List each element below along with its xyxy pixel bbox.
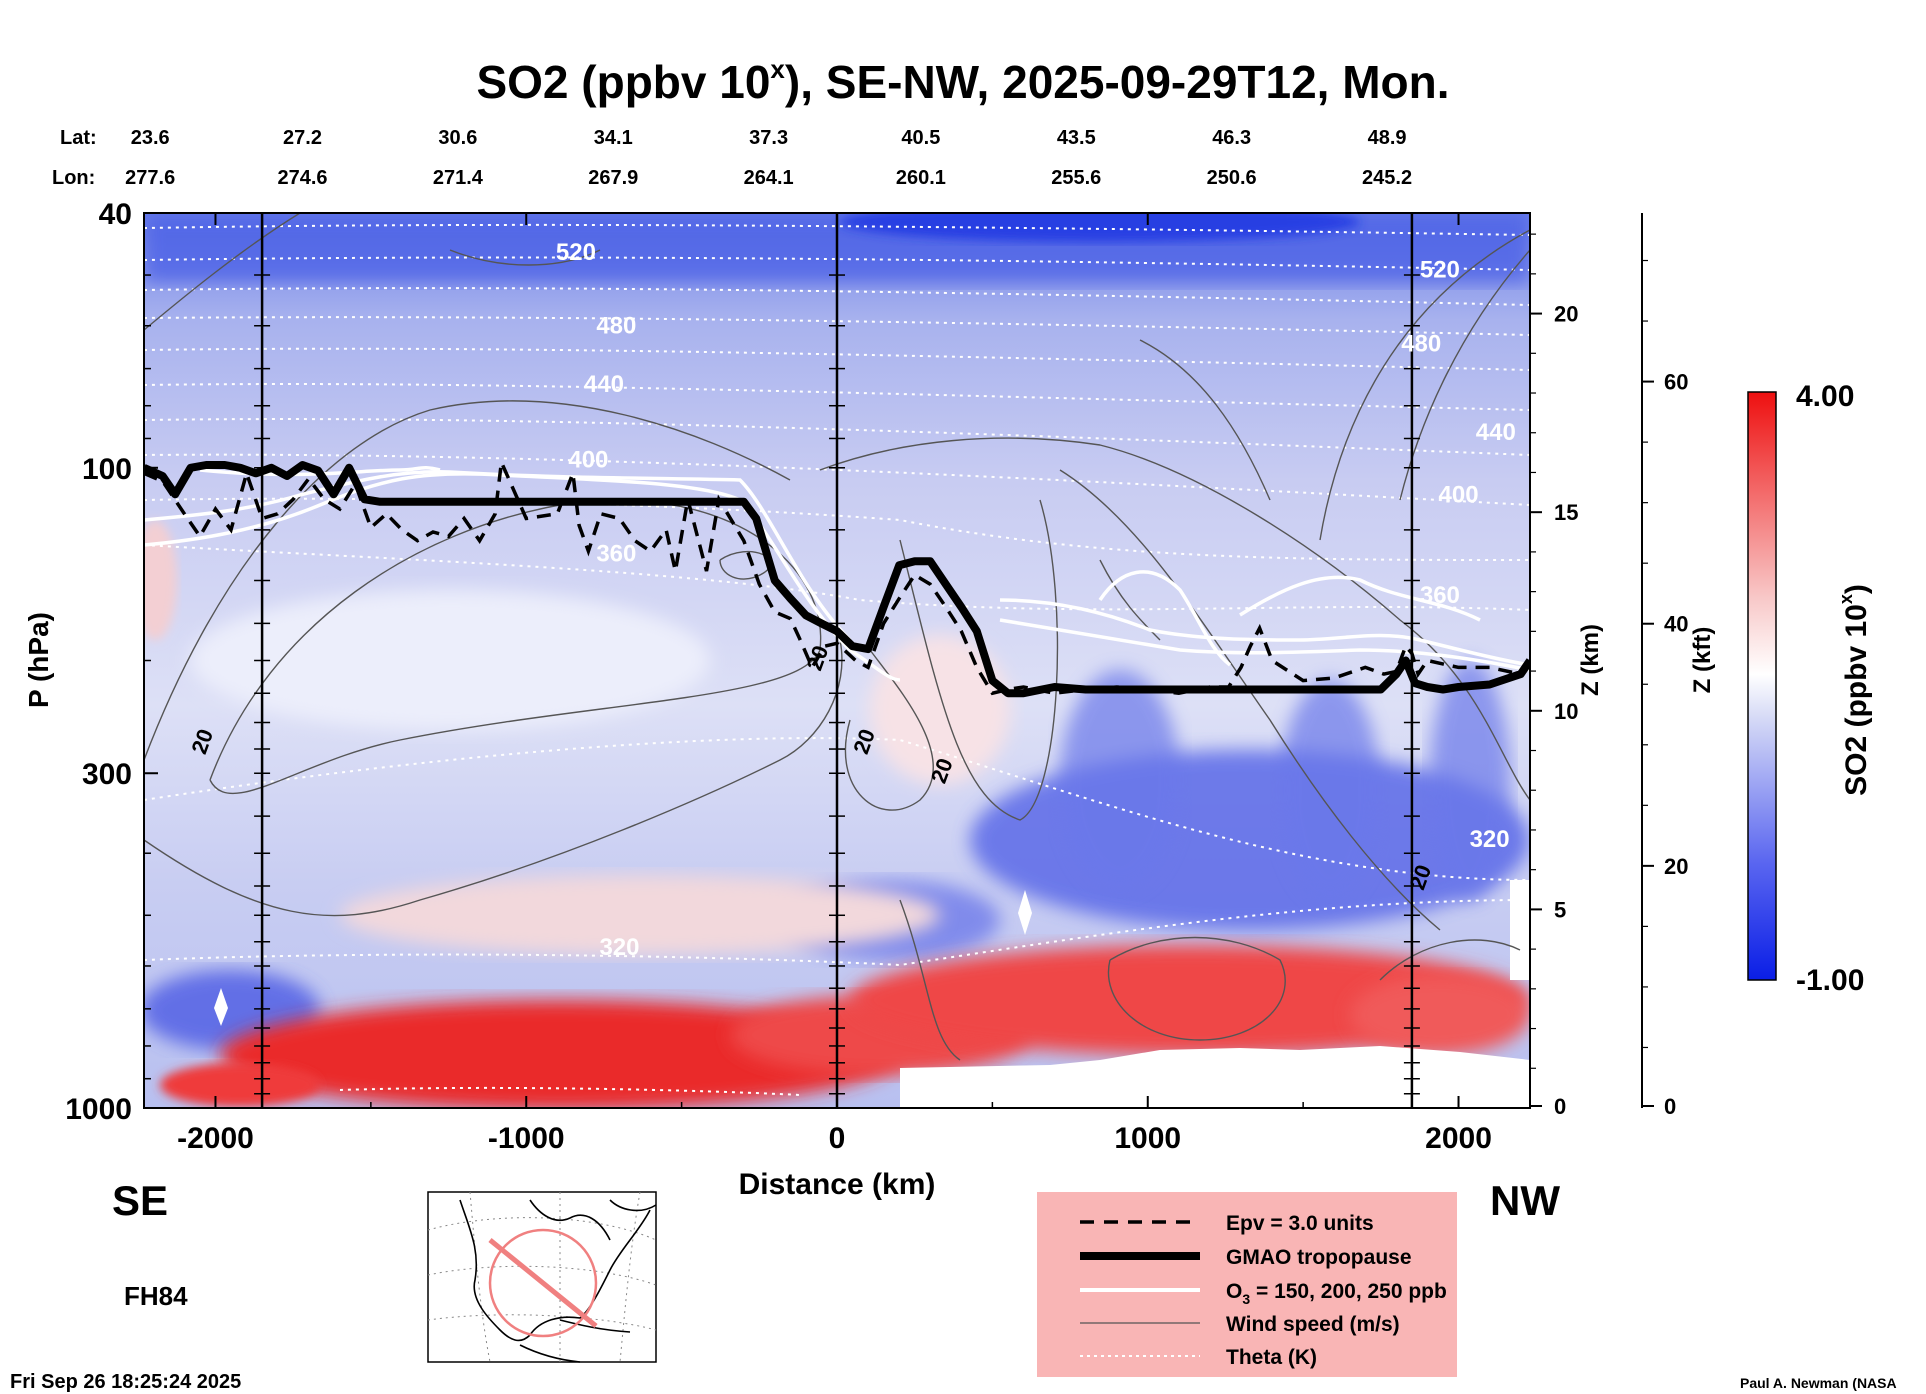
lon-value: 250.6 [1207,167,1257,189]
inset-map [427,1191,657,1363]
lon-value: 264.1 [744,167,794,189]
lat-header-label: Lat: [60,127,97,149]
theta-label: 360 [1420,582,1460,609]
y-tick-label: 1000 [65,1093,132,1126]
z-km-tick-label: 20 [1554,302,1578,327]
x-tick-label: -1000 [488,1122,565,1155]
lat-value: 27.2 [283,127,322,149]
z-km-tick-label: 10 [1554,699,1578,724]
lon-value: 267.9 [588,167,638,189]
lat-value: 23.6 [131,127,170,149]
legend-gmao: GMAO tropopause [1226,1246,1412,1269]
theta-label: 520 [1420,256,1460,283]
epv-tropopause-line [144,455,1530,696]
y-tick-label: 300 [82,758,132,791]
legend-theta: Theta (K) [1226,1346,1317,1369]
z-kft-tick-label: 0 [1664,1094,1676,1119]
legend: Epv = 3.0 units GMAO tropopause O3 = 150… [1037,1192,1457,1377]
z-km-axis-label: Z (km) [1577,624,1604,696]
z-km-tick-label: 15 [1554,500,1578,525]
legend-epv: Epv = 3.0 units [1226,1212,1374,1235]
lat-value: 46.3 [1212,127,1251,149]
theta-label: 400 [568,446,608,473]
lat-value: 40.5 [901,127,940,149]
colorbar [1747,391,1777,981]
lat-value: 48.9 [1368,127,1407,149]
chart-title: SO2 (ppbv 10x), SE-NW, 2025-09-29T12, Mo… [476,54,1449,108]
vertical-marker-lines [254,213,1420,1109]
z-kft-axis-label: Z (kft) [1689,627,1716,694]
z-km-tick-label: 5 [1554,897,1566,922]
x-tick-label: -2000 [177,1122,254,1155]
se-label: SE [112,1177,168,1224]
legend-wind: Wind speed (m/s) [1226,1313,1400,1336]
theta-label: 480 [1401,331,1441,358]
nw-label: NW [1490,1177,1560,1224]
theta-label: 520 [556,239,596,266]
lon-value: 277.6 [125,167,175,189]
y-tick-label: 100 [82,453,132,486]
z-km-tick-label: 0 [1554,1094,1566,1119]
lon-value: 245.2 [1362,167,1412,189]
timestamp: Fri Sep 26 18:25:24 2025 [10,1371,241,1393]
y-axis-label: P (hPa) [23,612,54,708]
lon-value: 274.6 [277,167,327,189]
lon-value: 271.4 [433,167,484,189]
colorbar-max-label: 4.00 [1796,380,1854,413]
x-tick-label: 2000 [1425,1122,1492,1155]
z-km-axis: 0 5 10 15 20 [1530,233,1578,1119]
x-tick-label: 1000 [1114,1122,1181,1155]
x-axis: -2000 -1000 0 1000 2000 [177,213,1492,1155]
theta-label: 360 [596,540,636,567]
legend-o3: O3 = 150, 200, 250 ppb [1226,1280,1447,1307]
lon-header-label: Lon: [52,167,95,189]
theta-label: 440 [1476,419,1516,446]
theta-label: 440 [584,371,624,398]
x-axis-label: Distance (km) [739,1168,936,1201]
colorbar-min-label: -1.00 [1796,964,1864,997]
forecast-hour-label: FH84 [124,1281,188,1311]
theta-contours [144,223,1530,1096]
lon-value: 260.1 [896,167,946,189]
z-kft-tick-label: 20 [1664,854,1688,879]
lat-value: 43.5 [1057,127,1096,149]
theta-label: 320 [1470,826,1510,853]
y-axis: 40 100 300 1000 [65,198,158,1126]
wind-speed-contours [144,213,1530,1061]
theta-label: 320 [599,934,639,961]
z-kft-tick-label: 60 [1664,370,1688,395]
lat-lon-row: 23.6 27.2 30.6 34.1 37.3 40.5 43.5 46.3 48.9 277.… [125,127,1412,189]
theta-label: 400 [1439,481,1479,508]
z-kft-tick-label: 40 [1664,612,1688,637]
y-tick-label: 40 [99,198,132,231]
theta-label: 480 [596,313,636,340]
lat-value: 34.1 [594,127,633,149]
lat-value: 37.3 [749,127,788,149]
z-kft-axis: 0 20 40 60 [1642,259,1688,1119]
x-tick-label: 0 [829,1122,846,1155]
theta-labels: 520 480 440 400 360 320 520 480 440 400 360 320 [556,239,1516,961]
lon-value: 255.6 [1051,167,1101,189]
credit: Paul A. Newman (NASA [1740,1375,1897,1391]
ozone-contours [144,466,1530,682]
lat-value: 30.6 [438,127,477,149]
colorbar-label: SO2 (ppbv 10x) [1836,584,1873,796]
